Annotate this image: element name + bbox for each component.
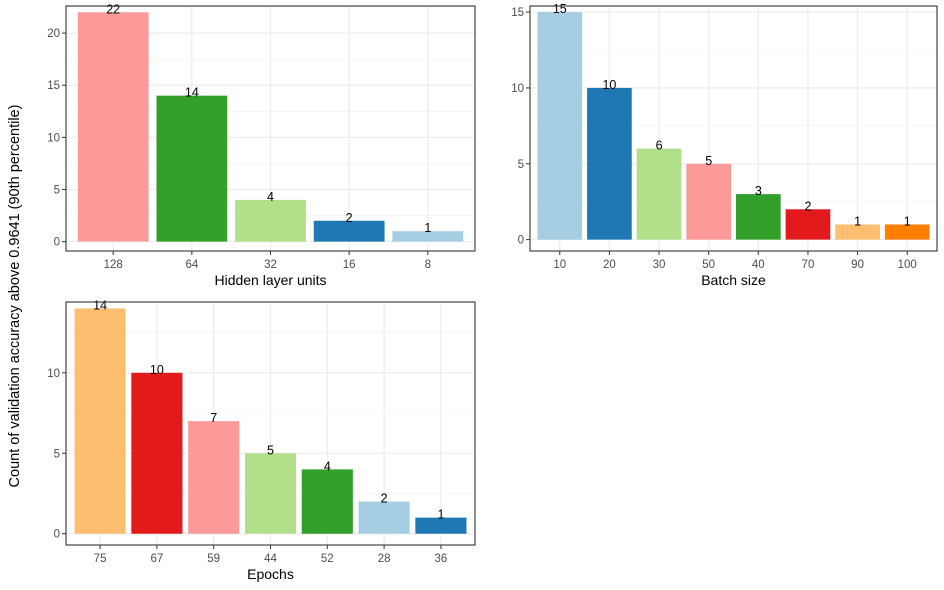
data-label-67: 10: [150, 363, 164, 377]
y-tick-label: 20: [47, 28, 60, 40]
data-label-59: 7: [210, 411, 217, 425]
data-label-8: 1: [424, 221, 431, 235]
y-tick-label: 5: [518, 159, 524, 171]
x-tick-label-128: 128: [104, 259, 123, 271]
x-axis-label: Hidden layer units: [214, 272, 326, 288]
x-tick-label-16: 16: [343, 259, 356, 271]
bar-20: [587, 87, 632, 240]
bar-10: [537, 12, 583, 240]
x-tick-label-67: 67: [150, 553, 163, 565]
data-label-90: 1: [854, 214, 861, 228]
bar-100: [884, 224, 930, 240]
y-tick-label: 10: [47, 132, 60, 144]
x-tick-label-30: 30: [653, 259, 666, 271]
bar-36: [415, 517, 467, 534]
y-tick-label: 0: [54, 237, 60, 249]
x-tick-label-100: 100: [898, 259, 917, 271]
x-axis-label: Batch size: [701, 272, 766, 288]
y-tick-label: 10: [47, 368, 60, 380]
x-tick-label-70: 70: [802, 259, 815, 271]
data-label-70: 2: [804, 199, 811, 213]
data-label-28: 2: [381, 492, 388, 506]
data-label-20: 10: [602, 78, 616, 92]
x-tick-label-32: 32: [264, 259, 277, 271]
y-tick-label: 5: [54, 184, 60, 196]
data-label-64: 14: [185, 86, 199, 100]
x-tick-label-52: 52: [321, 553, 334, 565]
x-tick-label-44: 44: [264, 553, 277, 565]
bar-67: [131, 372, 183, 534]
bar-52: [301, 469, 353, 534]
data-label-10: 15: [553, 2, 567, 16]
x-tick-label-40: 40: [752, 259, 765, 271]
bar-44: [244, 453, 297, 534]
x-tick-label-59: 59: [207, 553, 220, 565]
x-tick-label-28: 28: [378, 553, 391, 565]
bar-40: [735, 194, 781, 240]
bar-128: [77, 12, 149, 242]
x-tick-label-64: 64: [185, 259, 198, 271]
data-label-16: 2: [346, 211, 353, 225]
data-label-40: 3: [755, 184, 762, 198]
bar-59: [188, 421, 240, 534]
data-label-44: 5: [267, 443, 274, 457]
data-label-128: 22: [106, 2, 120, 16]
bar-32: [235, 199, 306, 242]
data-label-30: 6: [656, 139, 663, 153]
bar-75: [74, 308, 126, 534]
y-tick-label: 5: [54, 448, 60, 460]
panel-border: [529, 5, 938, 252]
bar-16: [313, 220, 385, 242]
data-label-52: 4: [324, 459, 331, 473]
data-label-32: 4: [267, 190, 274, 204]
bar-8: [392, 231, 464, 242]
x-tick-label-50: 50: [702, 259, 715, 271]
data-label-36: 1: [437, 508, 444, 522]
x-axis-label: Epochs: [247, 566, 294, 582]
bar-64: [156, 95, 228, 242]
bar-30: [636, 148, 682, 240]
x-tick-label-36: 36: [435, 553, 448, 565]
x-tick-label-75: 75: [94, 553, 107, 565]
bar-50: [686, 163, 732, 240]
y-tick-label: 10: [511, 83, 524, 95]
x-tick-label-90: 90: [851, 259, 864, 271]
shared-y-axis-label: Count of validation accuracy above 0.964…: [7, 105, 23, 488]
y-tick-label: 15: [47, 80, 60, 92]
bar-70: [785, 209, 831, 240]
x-tick-label-20: 20: [603, 259, 616, 271]
x-tick-label-8: 8: [425, 259, 431, 271]
data-label-75: 14: [93, 298, 107, 312]
x-tick-label-10: 10: [553, 259, 566, 271]
bar-90: [835, 224, 880, 240]
y-tick-label: 0: [54, 529, 60, 541]
y-tick-label: 0: [518, 235, 524, 247]
bar-28: [358, 501, 410, 534]
y-tick-label: 15: [511, 7, 524, 19]
data-label-50: 5: [705, 154, 712, 168]
data-label-100: 1: [904, 214, 911, 228]
